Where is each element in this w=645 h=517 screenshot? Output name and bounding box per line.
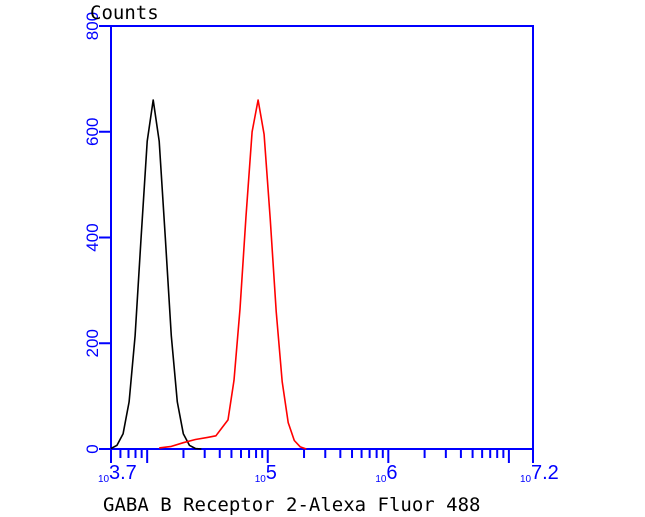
y-tick-label: 0	[83, 444, 102, 453]
red-histogram-line	[159, 99, 307, 450]
black-histogram-line	[110, 99, 202, 450]
x-axis-label: GABA B Receptor 2-Alexa Fluor 488	[103, 494, 481, 516]
x-tick-base: 10	[375, 474, 387, 485]
x-tick-base: 10	[98, 474, 110, 485]
plot-frame	[110, 25, 534, 450]
x-tick-exponent: 3.7	[109, 462, 137, 484]
y-tick-label: 800	[83, 12, 102, 40]
x-tick-base: 10	[255, 474, 267, 485]
x-tick-base: 10	[520, 474, 532, 485]
y-axis-label: Counts	[90, 2, 159, 24]
x-tick-exponent: 7.2	[531, 462, 559, 484]
y-tick-label: 200	[83, 329, 102, 357]
x-tick-exponent: 6	[386, 462, 397, 484]
y-tick-label: 600	[83, 118, 102, 146]
x-tick-exponent: 5	[266, 462, 277, 484]
y-tick-label: 400	[83, 223, 102, 251]
